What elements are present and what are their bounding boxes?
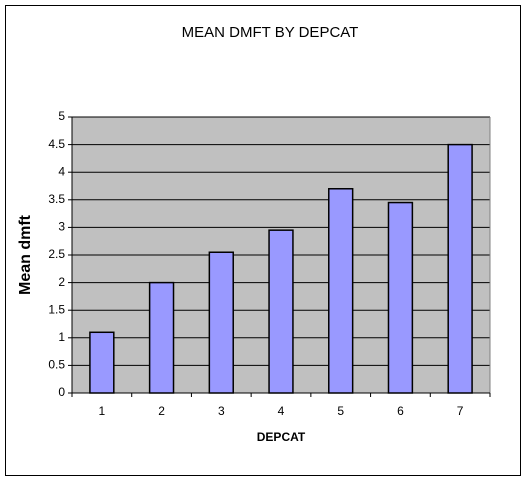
x-tick-label: 3	[218, 404, 225, 418]
y-axis-label: Mean dmft	[17, 214, 34, 295]
x-tick-label: 5	[337, 404, 344, 418]
y-tick-label: 4	[58, 164, 65, 178]
x-tick-label: 6	[397, 404, 404, 418]
y-tick-label: 4.5	[48, 137, 65, 151]
y-tick-label: 1.5	[48, 302, 65, 316]
bar	[387, 201, 414, 394]
y-tick-label: 5	[58, 109, 65, 123]
bar	[268, 229, 294, 394]
y-tick-label: 0.5	[48, 358, 65, 372]
y-tick-label: 0	[58, 385, 65, 399]
y-tick-label: 1	[58, 330, 65, 344]
chart-title: MEAN DMFT BY DEPCAT	[182, 24, 359, 41]
bar	[328, 188, 354, 394]
y-tick-label: 2.5	[48, 247, 65, 261]
bar	[148, 281, 175, 394]
bar	[89, 331, 115, 394]
x-axis-label: DEPCAT	[257, 430, 306, 444]
bar	[447, 143, 473, 394]
y-tick-label: 3	[58, 220, 65, 234]
y-tick-label: 2	[58, 275, 65, 289]
bar	[208, 251, 234, 394]
x-tick-label: 1	[99, 404, 106, 418]
x-tick-label: 4	[278, 404, 285, 418]
x-tick-label: 2	[158, 404, 165, 418]
y-tick-label: 3.5	[48, 192, 65, 206]
x-tick-label: 7	[457, 404, 464, 418]
